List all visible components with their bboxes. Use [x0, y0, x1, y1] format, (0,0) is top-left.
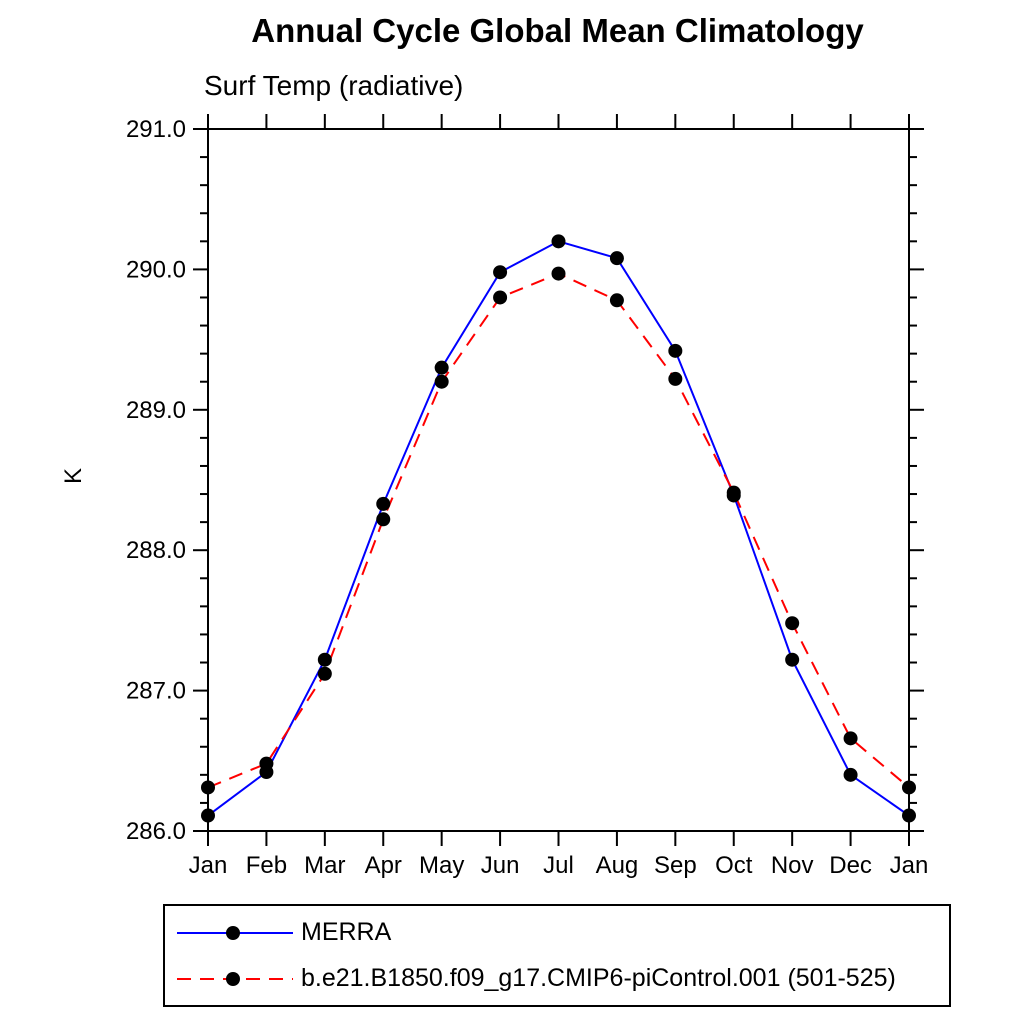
data-point — [843, 767, 858, 782]
legend-label-model: b.e21.B1850.f09_g17.CMIP6-piControl.001 … — [301, 964, 896, 992]
x-tick-labels: Jan Feb Mar Apr May Jun Jul Aug Sep Oct Nov Dec Jan — [189, 852, 929, 879]
data-point — [668, 371, 683, 386]
x-tick-label: Jul — [543, 852, 574, 879]
y-tick-label: 287.0 — [126, 678, 186, 705]
data-point — [609, 251, 624, 266]
x-tick-label: Jan — [189, 852, 228, 879]
data-point — [201, 808, 215, 823]
data-point — [317, 666, 332, 681]
x-tick-label: Aug — [596, 852, 639, 879]
y-tick-label: 288.0 — [126, 537, 186, 564]
legend-line-sample-dashed — [177, 971, 293, 986]
data-point — [551, 266, 566, 281]
chart-subtitle: Surf Temp (radiative) — [204, 70, 464, 101]
x-tick-label: Dec — [829, 852, 872, 879]
data-point — [668, 343, 683, 358]
data-point — [201, 780, 215, 795]
data-point — [259, 756, 274, 771]
x-tick-label: Mar — [304, 852, 345, 879]
data-points — [201, 234, 916, 823]
legend-item-model: b.e21.B1850.f09_g17.CMIP6-piControl.001 … — [175, 958, 949, 1000]
legend-line-sample-solid — [177, 925, 293, 940]
data-point — [493, 265, 508, 280]
data-point — [609, 293, 624, 308]
legend-box: MERRA b.e21.B1850.f09_g17.CMIP6-piContro… — [163, 904, 951, 1007]
x-tick-label: Oct — [715, 852, 753, 879]
x-tick-label: Jan — [890, 852, 929, 879]
x-tick-label: Apr — [365, 852, 402, 879]
legend-item-merra: MERRA — [175, 912, 949, 954]
data-point — [843, 731, 858, 746]
series-line-0 — [207, 240, 910, 817]
series-line-1 — [207, 272, 910, 789]
legend-label-merra: MERRA — [301, 918, 392, 946]
data-point — [902, 780, 916, 795]
x-ticks — [207, 114, 910, 846]
data-point — [376, 496, 391, 511]
data-point — [434, 360, 449, 375]
plot-frame — [207, 128, 910, 832]
x-tick-label: Sep — [654, 852, 697, 879]
y-ticks — [193, 128, 924, 832]
axis-frame — [207, 128, 910, 832]
y-tick-label: 290.0 — [126, 256, 186, 283]
data-point — [376, 512, 391, 527]
x-tick-label: Feb — [246, 852, 287, 879]
chart-title: Annual Cycle Global Mean Climatology — [251, 12, 864, 49]
data-point — [317, 652, 332, 667]
data-point — [551, 234, 566, 249]
x-tick-label: May — [419, 852, 464, 879]
data-point — [726, 485, 741, 500]
y-tick-label: 289.0 — [126, 397, 186, 424]
data-point — [785, 652, 800, 667]
data-point — [785, 616, 800, 631]
y-tick-labels: 286.0 287.0 288.0 289.0 290.0 291.0 — [126, 116, 186, 845]
x-tick-label: Jun — [481, 852, 520, 879]
data-point — [434, 374, 449, 389]
data-point — [493, 290, 508, 305]
y-tick-label: 291.0 — [126, 116, 186, 143]
y-tick-label: 286.0 — [126, 818, 186, 845]
x-tick-label: Nov — [771, 852, 814, 879]
data-point — [902, 808, 916, 823]
